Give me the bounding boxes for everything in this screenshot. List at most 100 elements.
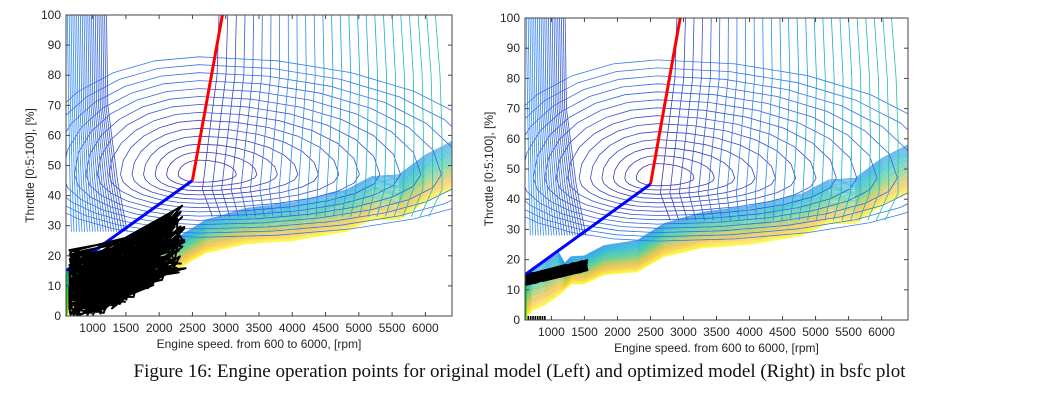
contour-line <box>557 18 576 236</box>
series-optimal-line <box>525 182 652 276</box>
contour-line <box>66 80 442 226</box>
x-tick-label: 2000 <box>604 325 631 339</box>
contour-line <box>525 168 908 299</box>
contour-line <box>624 155 715 191</box>
contour-line <box>525 166 908 298</box>
y-tick-label: 0 <box>54 309 61 323</box>
contour-line <box>736 18 747 221</box>
x-tick-label: 2000 <box>146 321 173 335</box>
contour-line <box>341 15 352 217</box>
contour-line <box>525 146 908 281</box>
contour-line <box>551 18 568 236</box>
y-tick-label: 100 <box>41 8 61 22</box>
y-tick-label: 60 <box>507 132 521 146</box>
contour-line <box>525 67 908 238</box>
contour-line <box>525 159 908 291</box>
contour-line <box>240 15 255 217</box>
y-tick-label: 30 <box>507 222 521 236</box>
contour-line <box>717 18 729 221</box>
x-tick-label: 3000 <box>212 321 239 335</box>
x-tick-label: 4000 <box>279 321 306 335</box>
contour-line <box>74 15 83 232</box>
contour-line <box>393 15 406 217</box>
contour-line <box>333 15 343 217</box>
contour-line <box>755 18 764 221</box>
y-tick-label: 0 <box>513 313 520 327</box>
plot-area <box>525 18 908 320</box>
contour-line <box>525 156 908 289</box>
contour-line <box>561 18 581 236</box>
contour-line <box>307 15 316 217</box>
contour-line <box>177 159 237 183</box>
contour-line <box>525 174 908 304</box>
x-tick-label: 2500 <box>637 325 664 339</box>
contour-line <box>315 15 325 217</box>
x-tick-label: 6000 <box>412 321 439 335</box>
contour-line <box>202 15 220 217</box>
y-tick-label: 20 <box>507 253 521 267</box>
contour-line <box>635 163 695 187</box>
x-tick-label: 4000 <box>736 325 763 339</box>
contour-line <box>745 18 755 221</box>
contour-line <box>83 15 96 232</box>
x-tick-label: 1000 <box>538 325 565 339</box>
contour-line <box>562 18 584 236</box>
contour-line <box>525 175 908 306</box>
x-tick-label: 3500 <box>703 325 730 339</box>
contour-line <box>525 163 908 295</box>
contour-line <box>525 145 908 280</box>
contour-line <box>66 64 452 234</box>
series-max-power-line <box>649 18 682 185</box>
y-tick-label: 10 <box>48 279 62 293</box>
contour-line <box>659 18 678 221</box>
x-tick-label: 5500 <box>379 321 406 335</box>
contour-line <box>858 18 871 221</box>
contour-line <box>154 143 278 192</box>
contour-line <box>402 15 415 217</box>
contour-line <box>525 155 908 288</box>
y-tick-label: 20 <box>48 249 62 263</box>
x-tick-label: 4500 <box>312 321 339 335</box>
y-tick-label: 10 <box>507 283 521 297</box>
contour-line <box>79 15 91 232</box>
contour-line <box>590 131 776 204</box>
contour-line <box>525 83 898 229</box>
contour-line <box>525 185 908 314</box>
contour-line <box>249 15 263 217</box>
contour-line <box>66 15 72 232</box>
contour-line <box>875 18 890 221</box>
series-operation-points <box>68 204 187 316</box>
contour-line <box>781 18 791 221</box>
contour-line <box>824 18 835 221</box>
contour-line <box>764 18 773 221</box>
contour-line <box>525 18 531 236</box>
contour-line <box>531 18 539 236</box>
contour-line <box>102 15 123 232</box>
contour-line <box>78 15 88 232</box>
contour-line <box>807 18 817 221</box>
contour-line <box>527 18 534 236</box>
contour-line <box>525 164 908 296</box>
x-axis-label: Engine speed. from 600 to 6000, [rpm] <box>614 341 819 355</box>
x-tick-label: 4500 <box>769 325 796 339</box>
y-tick-label: 90 <box>507 41 521 55</box>
contour-line <box>221 15 237 217</box>
series-max-power-line <box>190 15 224 181</box>
operation-trace <box>68 204 187 316</box>
contour-line <box>555 18 573 236</box>
bsfc-contours <box>525 18 908 320</box>
contour-line <box>538 18 550 236</box>
axes: 1000 1500 2000 2500 3000 3500 4000 4500 5000 5500… <box>482 11 909 355</box>
contour-line <box>525 191 908 320</box>
contour-line <box>546 18 560 236</box>
figure: 1000 1500 2000 2500 3000 3500 4000 4500 5000 5500… <box>23 8 909 355</box>
contour-line <box>850 18 862 221</box>
contour-line <box>525 151 908 285</box>
contour-line <box>385 15 396 217</box>
contour-line <box>87 15 102 232</box>
contour-line <box>89 15 104 232</box>
contour-line <box>367 15 378 217</box>
y-tick-label: 100 <box>500 11 520 25</box>
contour-line <box>544 18 558 236</box>
contour-line <box>96 15 115 232</box>
